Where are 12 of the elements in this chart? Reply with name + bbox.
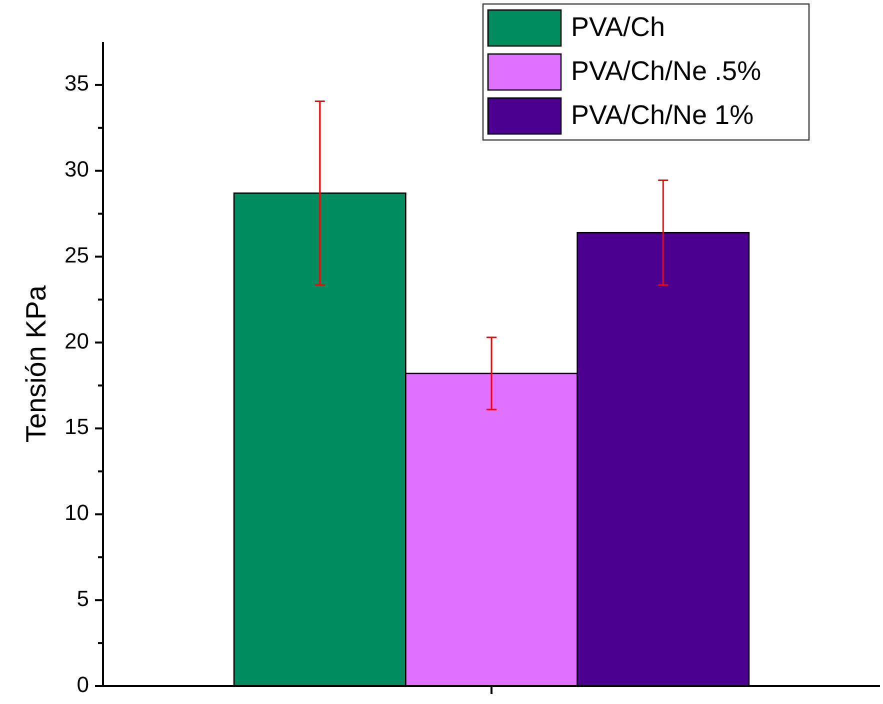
y-axis-title: Tensión KPa (20, 284, 52, 443)
y-tick-label: 10 (64, 500, 89, 526)
y-tick-label: 35 (64, 70, 89, 96)
legend-label: PVA/Ch (571, 12, 666, 42)
y-tick-label: 15 (64, 414, 89, 440)
y-tick-label: 5 (76, 586, 89, 611)
y-tick-label: 20 (64, 328, 89, 354)
y-tick-label: 25 (64, 242, 89, 268)
legend-label: PVA/Ch/Ne 1% (571, 100, 754, 130)
legend-label: PVA/Ch/Ne .5% (571, 56, 762, 86)
y-tick-label: 0 (76, 672, 89, 697)
y-tick-label: 30 (64, 156, 89, 182)
